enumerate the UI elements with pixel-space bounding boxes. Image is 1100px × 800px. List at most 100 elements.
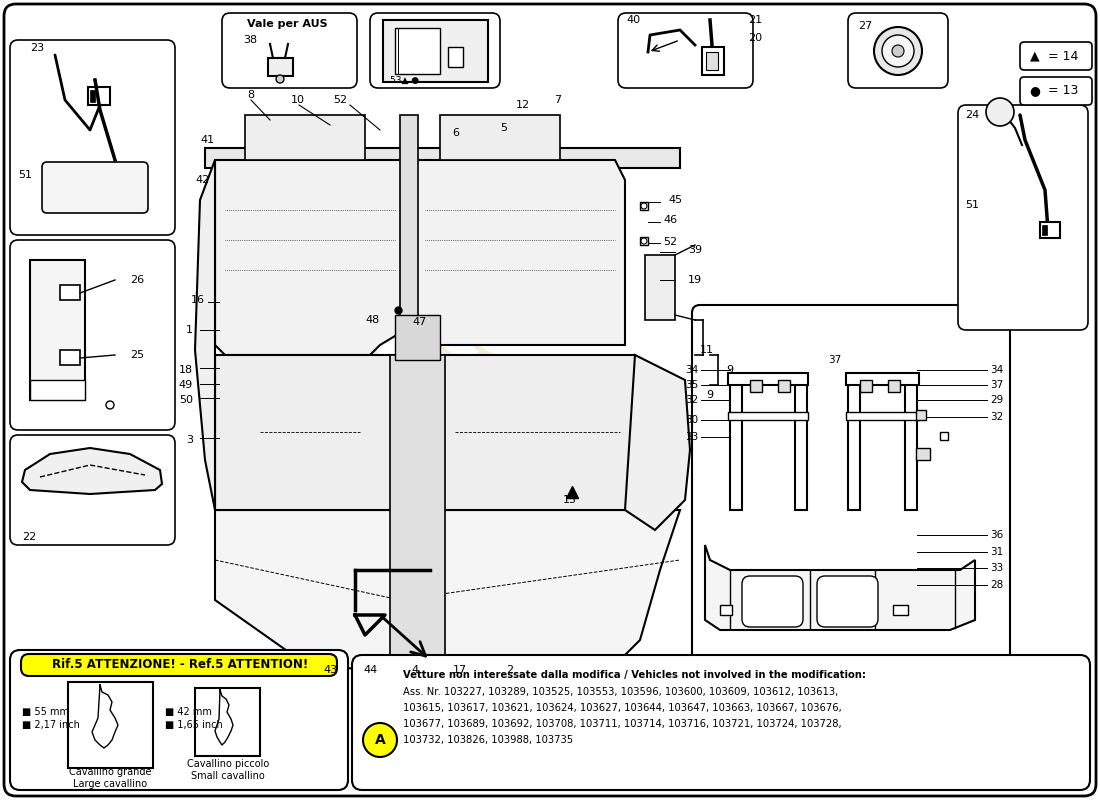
Bar xyxy=(390,355,446,680)
FancyBboxPatch shape xyxy=(1020,42,1092,70)
Bar xyxy=(720,605,732,615)
Bar xyxy=(730,380,743,510)
Text: 11: 11 xyxy=(700,345,714,355)
Circle shape xyxy=(986,98,1014,126)
Text: 1: 1 xyxy=(186,325,192,335)
Bar xyxy=(940,432,948,440)
FancyBboxPatch shape xyxy=(370,13,500,88)
Text: passione: passione xyxy=(298,330,662,570)
FancyBboxPatch shape xyxy=(10,240,175,430)
Polygon shape xyxy=(418,355,635,510)
Circle shape xyxy=(874,27,922,75)
Text: 50: 50 xyxy=(179,395,192,405)
Text: = 13: = 13 xyxy=(1048,85,1078,98)
Bar xyxy=(395,315,440,360)
Text: 52: 52 xyxy=(663,237,678,247)
Bar xyxy=(750,380,762,392)
Text: 28: 28 xyxy=(990,580,1003,590)
Text: 19: 19 xyxy=(688,275,702,285)
Text: 16: 16 xyxy=(191,295,205,305)
FancyBboxPatch shape xyxy=(742,576,803,627)
FancyBboxPatch shape xyxy=(817,576,878,627)
Text: 23: 23 xyxy=(30,43,44,53)
Bar xyxy=(846,373,918,385)
Text: 2: 2 xyxy=(506,665,514,675)
Text: 22: 22 xyxy=(22,532,36,542)
Text: 49: 49 xyxy=(178,380,192,390)
Text: 4: 4 xyxy=(411,665,419,675)
Bar xyxy=(440,115,560,160)
Bar xyxy=(640,237,648,245)
Polygon shape xyxy=(625,355,690,530)
Bar xyxy=(905,380,917,510)
Text: 33: 33 xyxy=(684,432,699,442)
Text: 20: 20 xyxy=(748,33,762,43)
Text: 3: 3 xyxy=(186,435,192,445)
Text: Ass. Nr. 103227, 103289, 103525, 103553, 103596, 103600, 103609, 103612, 103613,: Ass. Nr. 103227, 103289, 103525, 103553,… xyxy=(403,687,838,697)
Text: Vetture non interessate dalla modifica / Vehicles not involved in the modificati: Vetture non interessate dalla modifica /… xyxy=(403,670,866,680)
Text: ■ 55 mm: ■ 55 mm xyxy=(22,707,69,717)
Text: 37: 37 xyxy=(828,355,842,365)
Circle shape xyxy=(106,401,114,409)
Bar xyxy=(728,412,808,420)
Text: 24: 24 xyxy=(965,110,979,120)
Text: 53▲ ●: 53▲ ● xyxy=(390,75,419,85)
Text: 9: 9 xyxy=(706,390,713,400)
Text: 31: 31 xyxy=(990,547,1003,557)
Text: Rif.5 ATTENZIONE! - Ref.5 ATTENTION!: Rif.5 ATTENZIONE! - Ref.5 ATTENTION! xyxy=(52,658,308,671)
Text: 42: 42 xyxy=(196,175,210,185)
Text: 8: 8 xyxy=(248,90,254,100)
Text: 39: 39 xyxy=(688,245,702,255)
Polygon shape xyxy=(214,355,400,510)
FancyBboxPatch shape xyxy=(692,305,1010,740)
Bar xyxy=(916,410,926,420)
Text: 36: 36 xyxy=(990,530,1003,540)
Bar xyxy=(400,115,418,355)
FancyBboxPatch shape xyxy=(958,105,1088,330)
Text: ●: ● xyxy=(1030,85,1041,98)
Text: 40: 40 xyxy=(626,15,640,25)
Text: Vale per AUS: Vale per AUS xyxy=(246,19,328,29)
Bar xyxy=(60,350,80,365)
Circle shape xyxy=(882,35,914,67)
Bar xyxy=(268,58,293,76)
Text: 44: 44 xyxy=(364,665,378,675)
Polygon shape xyxy=(205,148,680,168)
Bar xyxy=(888,380,900,392)
Text: 48: 48 xyxy=(365,315,380,325)
Circle shape xyxy=(363,723,397,757)
Text: 32: 32 xyxy=(990,412,1003,422)
Text: 34: 34 xyxy=(990,365,1003,375)
FancyBboxPatch shape xyxy=(10,650,348,790)
Text: 33: 33 xyxy=(990,563,1003,573)
Text: ▲: ▲ xyxy=(1031,50,1040,62)
Circle shape xyxy=(641,203,647,209)
Text: ■ 1,65 inch: ■ 1,65 inch xyxy=(165,720,222,730)
Bar xyxy=(1040,222,1060,238)
Text: 25: 25 xyxy=(130,350,144,360)
Bar xyxy=(893,605,907,615)
Text: 10: 10 xyxy=(292,95,305,105)
Text: 43: 43 xyxy=(323,665,337,675)
FancyBboxPatch shape xyxy=(21,654,337,676)
Bar xyxy=(448,47,463,67)
FancyBboxPatch shape xyxy=(848,13,948,88)
Bar xyxy=(195,688,260,756)
Bar xyxy=(30,260,85,400)
FancyBboxPatch shape xyxy=(618,13,754,88)
Bar xyxy=(68,682,153,768)
Text: 6: 6 xyxy=(452,128,460,138)
Text: 38: 38 xyxy=(243,35,257,45)
Text: 52: 52 xyxy=(333,95,348,105)
Bar xyxy=(846,412,918,420)
Text: 27: 27 xyxy=(858,21,872,31)
Polygon shape xyxy=(214,510,680,680)
Text: 45: 45 xyxy=(668,195,682,205)
FancyBboxPatch shape xyxy=(222,13,358,88)
Text: 9: 9 xyxy=(726,365,733,375)
FancyBboxPatch shape xyxy=(10,435,175,545)
Bar xyxy=(88,87,110,105)
Text: 18: 18 xyxy=(179,365,192,375)
Text: 103732, 103826, 103988, 103735: 103732, 103826, 103988, 103735 xyxy=(403,735,573,745)
Polygon shape xyxy=(195,160,214,510)
